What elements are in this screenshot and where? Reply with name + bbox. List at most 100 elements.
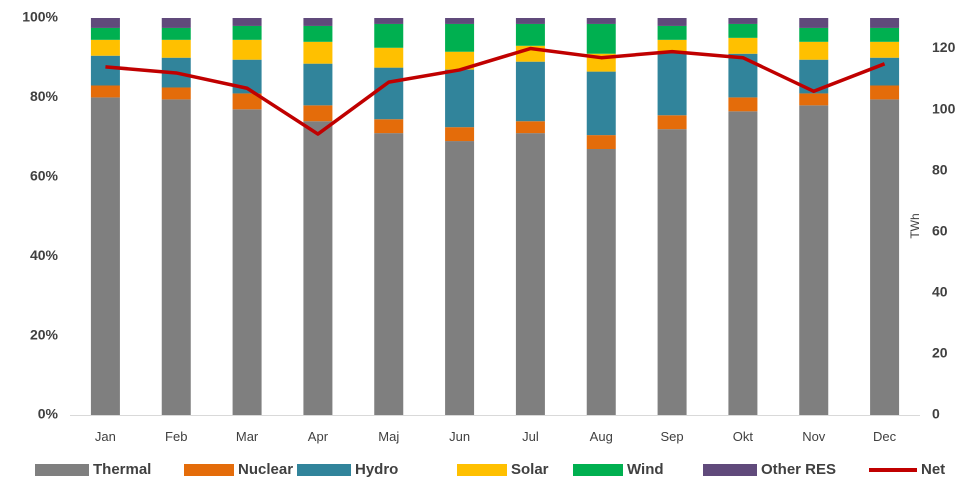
bar-solar-nov xyxy=(799,41,829,60)
bar-wind-jan xyxy=(90,27,120,40)
bar-thermal-mar xyxy=(232,109,262,415)
bar-hydro-jun xyxy=(445,69,475,128)
bar-thermal-jun xyxy=(445,141,475,415)
bar-other-res-sep xyxy=(657,18,687,26)
bar-thermal-feb xyxy=(161,99,191,415)
bar-other-res-nov xyxy=(799,18,829,28)
bar-solar-apr xyxy=(303,41,333,64)
category-label: Jul xyxy=(522,429,539,444)
bar-wind-sep xyxy=(657,25,687,40)
category-label: Jun xyxy=(449,429,470,444)
bar-hydro-maj xyxy=(374,67,404,120)
legend-label: Other RES xyxy=(761,461,836,478)
bar-hydro-dec xyxy=(870,57,900,86)
bar-solar-dec xyxy=(870,41,900,58)
bar-hydro-aug xyxy=(586,71,616,136)
legend-swatch-other-res xyxy=(703,464,757,476)
category-label: Sep xyxy=(661,429,684,444)
bar-wind-okt xyxy=(728,23,758,38)
right-tick-label: 100 xyxy=(932,100,956,116)
category-label: Jan xyxy=(95,429,116,444)
bar-nuclear-okt xyxy=(728,97,758,112)
left-tick-label: 20% xyxy=(30,326,59,342)
right-tick-label: 40 xyxy=(932,284,948,300)
right-tick-label: 60 xyxy=(932,222,948,238)
right-tick-label: 120 xyxy=(932,39,956,55)
right-tick-label: 0 xyxy=(932,406,940,422)
bar-other-res-apr xyxy=(303,18,333,26)
right-axis-label: TWh xyxy=(908,213,922,238)
bar-thermal-nov xyxy=(799,105,829,415)
bar-thermal-aug xyxy=(586,149,616,415)
bar-nuclear-dec xyxy=(870,85,900,100)
right-tick-label: 20 xyxy=(932,345,948,361)
legend-label: Hydro xyxy=(355,461,398,478)
legend-label: Wind xyxy=(627,461,664,478)
legend-swatch-thermal xyxy=(35,464,89,476)
legend-label: Net xyxy=(921,461,945,478)
category-label: Mar xyxy=(236,429,259,444)
bar-nuclear-aug xyxy=(586,135,616,150)
bar-other-res-okt xyxy=(728,18,758,24)
left-tick-label: 40% xyxy=(30,247,59,263)
category-label: Okt xyxy=(733,429,754,444)
bar-thermal-jul xyxy=(515,133,545,415)
bar-other-res-jan xyxy=(90,18,120,28)
bar-thermal-apr xyxy=(303,121,333,415)
category-label: Apr xyxy=(308,429,329,444)
bar-wind-dec xyxy=(870,27,900,42)
bar-nuclear-maj xyxy=(374,119,404,134)
bar-other-res-jul xyxy=(515,18,545,24)
legend-swatch-nuclear xyxy=(184,464,234,476)
bar-solar-mar xyxy=(232,39,262,60)
bar-wind-apr xyxy=(303,25,333,42)
bar-hydro-apr xyxy=(303,63,333,106)
bar-solar-jan xyxy=(90,39,120,56)
bar-solar-feb xyxy=(161,39,191,58)
legend-label: Solar xyxy=(511,461,549,478)
bar-solar-sep xyxy=(657,39,687,52)
bar-thermal-maj xyxy=(374,133,404,415)
bar-wind-nov xyxy=(799,27,829,42)
bar-thermal-okt xyxy=(728,111,758,416)
bar-nuclear-sep xyxy=(657,115,687,130)
left-tick-label: 100% xyxy=(22,9,58,25)
left-tick-label: 60% xyxy=(30,168,59,184)
category-label: Aug xyxy=(590,429,613,444)
left-tick-label: 80% xyxy=(30,88,59,104)
right-axis-ticks: 0 20 40 60 80 100 120 xyxy=(932,39,956,421)
bar-hydro-jul xyxy=(515,61,545,122)
bar-thermal-dec xyxy=(870,99,900,415)
bar-hydro-jan xyxy=(90,55,120,86)
bar-wind-mar xyxy=(232,25,262,40)
legend-swatch-solar xyxy=(457,464,507,476)
legend-label: Thermal xyxy=(93,461,151,478)
bar-hydro-okt xyxy=(728,53,758,98)
bar-other-res-dec xyxy=(870,18,900,28)
bar-nuclear-nov xyxy=(799,93,829,106)
category-label: Dec xyxy=(873,429,897,444)
category-labels: Jan Feb Mar Apr Maj Jun Jul Aug Sep Okt Nov Dec xyxy=(95,429,897,444)
bar-hydro-sep xyxy=(657,51,687,116)
legend-label: Nuclear xyxy=(238,461,293,478)
legend-swatch-wind xyxy=(573,464,623,476)
stacked-bars xyxy=(90,18,900,416)
legend: Thermal Nuclear Hydro Solar Wind Other RES Net xyxy=(35,461,945,478)
bar-solar-okt xyxy=(728,37,758,54)
bar-nuclear-jan xyxy=(90,85,120,98)
bar-other-res-feb xyxy=(161,18,191,28)
category-label: Feb xyxy=(165,429,187,444)
left-axis-ticks: 0% 20% 40% 60% 80% 100% xyxy=(22,9,58,422)
right-tick-label: 80 xyxy=(932,161,948,177)
legend-swatch-hydro xyxy=(297,464,351,476)
bar-wind-aug xyxy=(586,23,616,54)
bar-nuclear-jul xyxy=(515,121,545,134)
net-line-layer xyxy=(105,46,886,136)
bar-nuclear-mar xyxy=(232,93,262,110)
left-tick-label: 0% xyxy=(38,406,59,422)
bar-wind-jul xyxy=(515,23,545,46)
bar-solar-maj xyxy=(374,47,404,68)
bar-wind-jun xyxy=(445,23,475,52)
bar-nuclear-feb xyxy=(161,87,191,100)
